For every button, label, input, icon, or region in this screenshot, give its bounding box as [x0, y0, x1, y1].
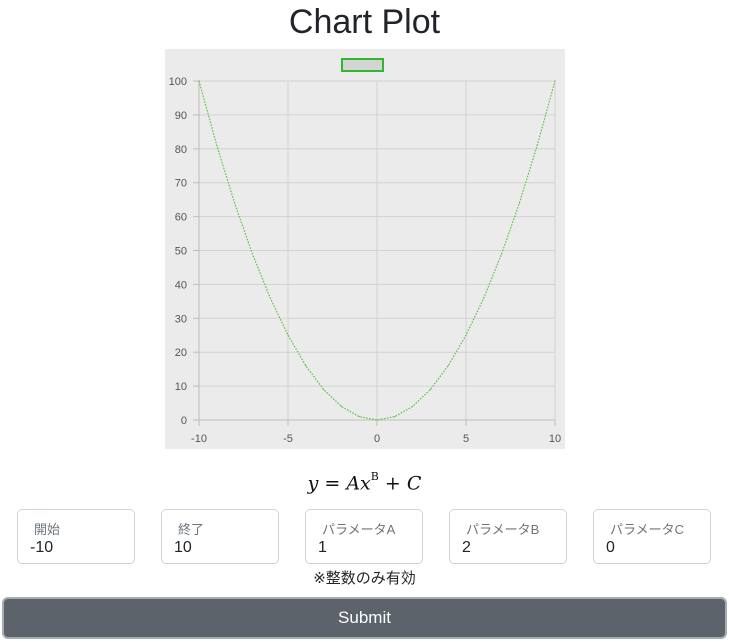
- param-c-input[interactable]: [606, 537, 702, 559]
- integer-only-note: ※整数のみ有効: [313, 570, 416, 587]
- y-tick-label: 90: [175, 110, 187, 122]
- x-tick-label: 5: [463, 433, 469, 445]
- start-field[interactable]: 開始: [17, 509, 135, 564]
- data-point: [394, 416, 396, 418]
- data-point: [429, 388, 431, 391]
- data-point: [340, 405, 342, 408]
- data-point: [234, 202, 236, 204]
- data-point: [447, 365, 449, 367]
- data-point: [198, 80, 200, 82]
- y-tick-label: 10: [175, 381, 187, 393]
- formula-plus: +: [378, 472, 407, 495]
- legend-swatch: [341, 58, 384, 72]
- formula-const: C: [406, 472, 422, 495]
- param-c-label: パラメータC: [610, 522, 684, 537]
- data-point: [376, 419, 378, 421]
- data-point: [412, 405, 414, 408]
- formula-equals: =: [318, 472, 347, 495]
- data-point: [554, 80, 556, 82]
- data-point: [465, 334, 467, 336]
- data-point: [269, 297, 271, 299]
- formula: y = AxB + C: [0, 466, 729, 496]
- start-input[interactable]: [30, 537, 126, 559]
- x-tick-label: -10: [191, 433, 207, 445]
- chart-svg: 0 10 20 30 40 50 60 70 80 90 100 -10 -5 0 5 10: [169, 58, 561, 445]
- data-point: [358, 416, 360, 418]
- param-a-label: パラメータA: [322, 522, 396, 537]
- start-label: 開始: [34, 522, 61, 537]
- formula-exponent: B: [370, 470, 379, 483]
- data-point: [536, 144, 538, 147]
- data-point: [518, 202, 520, 204]
- y-tick-label: 40: [175, 279, 187, 291]
- end-field[interactable]: 終了: [161, 509, 279, 564]
- data-point: [287, 334, 289, 336]
- x-tick-label: 0: [374, 433, 380, 445]
- y-tick-label: 30: [175, 313, 187, 325]
- param-a-field[interactable]: パラメータA: [305, 509, 423, 564]
- formula-lhs: y: [307, 472, 319, 495]
- x-tick-label: 10: [549, 433, 561, 445]
- end-input[interactable]: [174, 537, 270, 559]
- submit-button[interactable]: Submit: [2, 597, 727, 639]
- data-point: [216, 144, 218, 147]
- y-tick-label: 50: [175, 246, 187, 258]
- x-tick-label: -5: [283, 433, 293, 445]
- chart: 0 10 20 30 40 50 60 70 80 90 100 -10 -5 0 5 10: [165, 49, 565, 449]
- y-tick-label: 100: [169, 76, 187, 88]
- end-label: 終了: [178, 522, 205, 537]
- y-tick-label: 20: [175, 347, 187, 359]
- data-point: [323, 388, 325, 391]
- y-tick-label: 70: [175, 178, 187, 190]
- param-b-field[interactable]: パラメータB: [449, 509, 567, 564]
- data-point: [305, 365, 307, 367]
- y-tick-label: 60: [175, 212, 187, 224]
- formula-coef: A: [346, 472, 361, 495]
- y-tick-label: 0: [181, 415, 187, 427]
- param-c-field[interactable]: パラメータC: [593, 509, 711, 564]
- data-point: [483, 297, 485, 299]
- data-point: [251, 253, 253, 255]
- y-tick-label: 80: [175, 144, 187, 156]
- formula-var: x: [360, 472, 371, 495]
- page-title: Chart Plot: [288, 3, 441, 41]
- param-a-input[interactable]: [318, 537, 414, 559]
- param-b-input[interactable]: [462, 537, 558, 559]
- data-point: [501, 253, 503, 255]
- param-b-label: パラメータB: [466, 522, 540, 537]
